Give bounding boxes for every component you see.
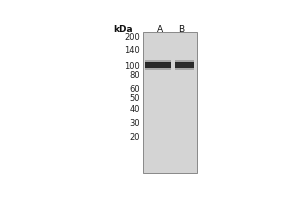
- Bar: [145, 62, 171, 68]
- Text: kDa: kDa: [113, 25, 133, 34]
- Text: 60: 60: [129, 85, 140, 94]
- Text: 200: 200: [124, 33, 140, 42]
- Bar: [145, 68, 171, 70]
- Text: 30: 30: [129, 119, 140, 128]
- Bar: [145, 60, 171, 63]
- Text: 20: 20: [129, 133, 140, 142]
- Bar: [176, 62, 194, 68]
- Text: B: B: [178, 25, 185, 34]
- Text: 100: 100: [124, 62, 140, 71]
- Text: 80: 80: [129, 71, 140, 80]
- Text: 50: 50: [129, 94, 140, 103]
- Text: 40: 40: [129, 105, 140, 114]
- Bar: [143, 32, 197, 173]
- Bar: [176, 60, 194, 63]
- Bar: [176, 68, 194, 70]
- Text: 140: 140: [124, 46, 140, 55]
- Text: A: A: [157, 25, 163, 34]
